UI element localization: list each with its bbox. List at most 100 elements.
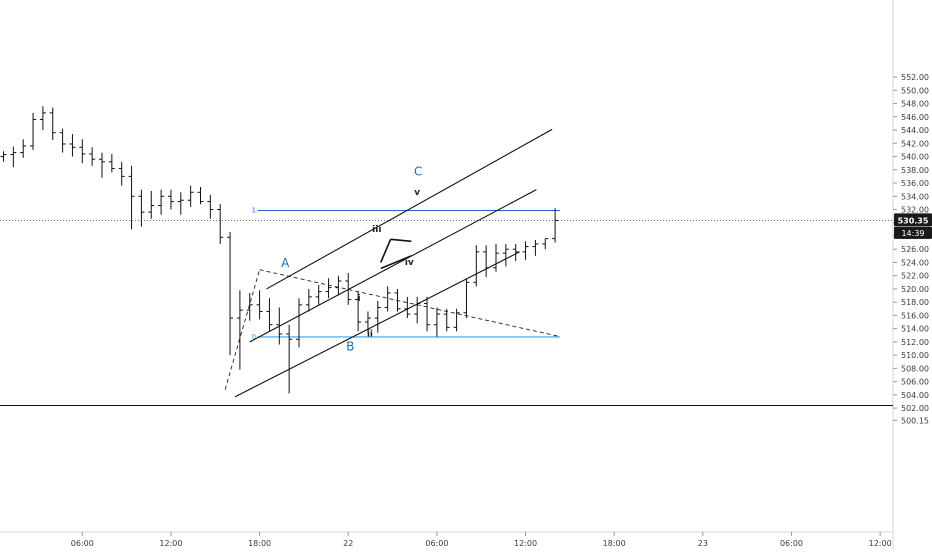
ohlc-bar xyxy=(286,324,293,394)
ohlc-bar xyxy=(108,153,115,173)
ohlc-bar xyxy=(99,152,105,178)
price-tick-label: 546.00 xyxy=(901,113,929,122)
ohlc-bar xyxy=(305,288,312,312)
channel-line xyxy=(266,128,553,290)
wave-label: A xyxy=(281,256,290,270)
ohlc-bar xyxy=(374,300,381,333)
time-tick-label: 06:00 xyxy=(780,539,803,548)
price-tick-label: 540.00 xyxy=(901,153,929,162)
time-tick-label: 18:00 xyxy=(603,539,626,548)
ohlc-bar xyxy=(30,112,37,150)
ohlc-bar xyxy=(158,189,165,215)
ohlc-bar xyxy=(325,278,332,299)
ohlc-bar xyxy=(217,204,224,244)
time-tick-label: 12:00 xyxy=(869,539,892,548)
drawings-layer: 10 xyxy=(224,128,561,398)
ohlc-bar xyxy=(522,241,529,260)
ohlc-bar xyxy=(433,307,440,337)
ohlc-bar xyxy=(39,106,46,131)
ohlc-bar xyxy=(59,128,66,153)
wedge-line xyxy=(380,238,392,263)
wave-label: C xyxy=(414,165,422,179)
time-tick-label: 22 xyxy=(343,539,353,548)
wedge-line xyxy=(380,255,412,270)
ohlc-bar xyxy=(493,243,499,272)
price-tick-label: 514.00 xyxy=(901,325,929,334)
time-tick-label: 06:00 xyxy=(71,539,94,548)
countdown-badge-text: 14:39 xyxy=(901,229,924,238)
time-tick-label: 18:00 xyxy=(248,539,271,548)
time-tick-label: 06:00 xyxy=(425,539,448,548)
ohlc-bar xyxy=(453,308,460,332)
wave-label: i xyxy=(358,294,361,304)
ohlc-bar xyxy=(128,165,135,230)
ohlc-bar xyxy=(148,190,155,219)
ohlc-bar xyxy=(118,161,125,186)
dashed-trend-line xyxy=(259,269,561,338)
ohlc-bar xyxy=(542,238,549,250)
ohlc-bar xyxy=(552,208,559,243)
wave-label: B xyxy=(346,340,354,354)
ohlc-bar xyxy=(512,243,519,262)
time-tick-label: 12:00 xyxy=(159,539,182,548)
ohlc-bar xyxy=(69,134,76,157)
price-tick-label: 510.00 xyxy=(901,351,929,360)
countdown-badge xyxy=(894,226,932,239)
fib-level-label: 1 xyxy=(252,206,256,214)
price-tick-label: 532.00 xyxy=(901,206,929,215)
ohlc-bar xyxy=(532,239,539,256)
channel-line xyxy=(249,189,537,343)
ohlc-bar xyxy=(502,243,509,267)
horizontal-lines xyxy=(0,220,893,406)
ohlc-bar xyxy=(167,189,174,210)
ohlc-bar xyxy=(20,139,27,158)
price-badges: 530.35 14:39 xyxy=(894,213,932,239)
price-tick-label: 542.00 xyxy=(901,139,929,148)
ohlc-bar xyxy=(483,245,490,278)
ohlc-bar xyxy=(197,186,204,205)
ohlc-bar xyxy=(414,296,421,324)
ohlc-bar xyxy=(79,139,86,164)
wave-label: ii xyxy=(367,330,373,340)
ohlc-bar xyxy=(256,290,263,320)
ohlc-bar xyxy=(364,311,371,333)
ohlc-bar xyxy=(266,298,273,332)
price-tick-label: 504.00 xyxy=(901,391,929,400)
price-axis[interactable]: 552.00 550.00 548.00 546.00 544.00 542.00 540.… xyxy=(892,0,929,550)
ohlc-bar xyxy=(424,296,431,332)
ohlc-bar xyxy=(236,290,243,370)
ohlc-bar xyxy=(177,192,184,215)
price-tick-label: 516.00 xyxy=(901,311,929,320)
time-axis[interactable]: 06:00 12:00 18:00 22 06:00 12:00 18:00 23 06:00 1… xyxy=(0,531,893,548)
ohlc-bar xyxy=(463,278,470,319)
price-tick-label: 524.00 xyxy=(901,258,929,267)
price-tick-label: 526.00 xyxy=(901,245,929,254)
ohlc-bar xyxy=(187,185,194,207)
price-tick-label: 548.00 xyxy=(901,100,929,109)
ohlc-bar xyxy=(0,151,7,162)
ohlc-bar xyxy=(345,273,352,305)
ohlc-bar xyxy=(335,275,342,296)
ohlc-series xyxy=(0,106,559,394)
price-tick-label: 536.00 xyxy=(901,179,929,188)
ohlc-bar xyxy=(227,232,234,356)
ohlc-bar xyxy=(394,288,401,312)
ohlc-bar xyxy=(89,147,96,166)
ohlc-bar xyxy=(138,189,145,227)
price-tick-label: 518.00 xyxy=(901,298,929,307)
fib-level-label: 0 xyxy=(252,333,256,341)
price-tick-label: 522.00 xyxy=(901,272,929,281)
wedge-line xyxy=(390,238,412,243)
ohlc-bar xyxy=(49,107,56,140)
wave-label: iv xyxy=(405,258,414,268)
ohlc-bar xyxy=(207,194,214,219)
ohlc-bar xyxy=(443,308,450,332)
ohlc-bar xyxy=(404,296,411,319)
wave-label: iii xyxy=(372,225,381,235)
price-tick-label: 550.00 xyxy=(901,86,929,95)
price-tick-label: 534.00 xyxy=(901,192,929,201)
price-tick-label: 520.00 xyxy=(901,285,929,294)
